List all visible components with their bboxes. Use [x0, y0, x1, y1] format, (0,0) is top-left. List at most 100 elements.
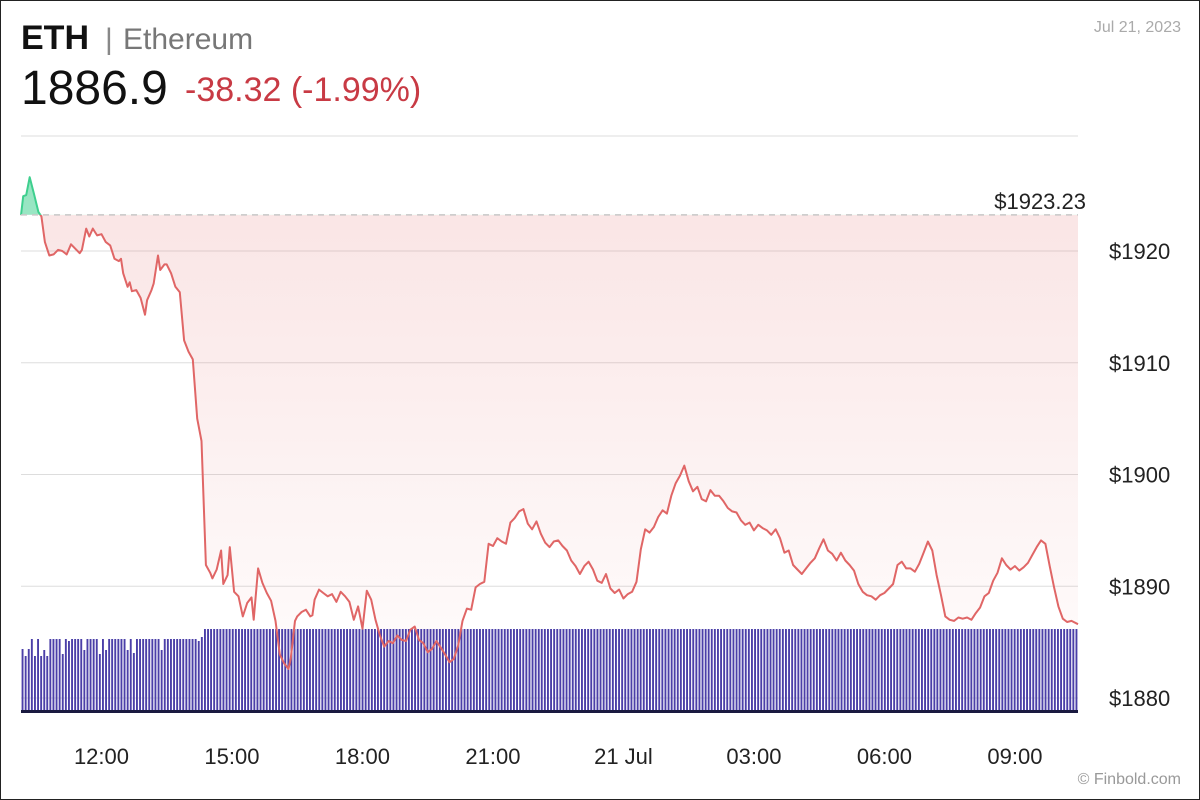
- y-tick-label: $1880: [1109, 686, 1170, 711]
- volume-bar: [432, 629, 435, 711]
- volume-bar: [615, 629, 617, 711]
- volume-bar: [485, 629, 488, 711]
- volume-bar: [522, 629, 525, 711]
- volume-bar: [717, 629, 719, 711]
- volume-bar: [1066, 629, 1069, 711]
- volume-bar: [238, 629, 240, 711]
- x-tick-label: 21 Jul: [594, 744, 653, 769]
- volume-bar: [559, 629, 562, 711]
- volume-bar: [602, 629, 605, 711]
- volume-bar: [834, 629, 837, 711]
- volume-bar: [970, 629, 973, 711]
- volume-bar: [630, 629, 633, 711]
- volume-bar: [825, 629, 828, 711]
- volume-bar: [917, 629, 920, 711]
- volume-baseline: [21, 710, 1078, 713]
- volume-bar: [933, 629, 936, 711]
- volume-bar: [241, 629, 243, 711]
- volume-bar: [210, 629, 212, 711]
- volume-bar: [330, 629, 333, 711]
- volume-bar: [800, 629, 803, 711]
- volume-bar: [170, 639, 172, 711]
- volume-bar: [846, 629, 849, 711]
- volume-bar: [948, 629, 951, 711]
- volume-bar: [1050, 629, 1053, 711]
- volume-bar: [914, 629, 917, 711]
- volume-bar: [145, 639, 148, 711]
- volume-bar: [695, 629, 698, 711]
- volume-bar: [732, 629, 735, 711]
- volume-bar: [108, 639, 111, 711]
- volume-bar: [896, 629, 899, 711]
- volume-bar: [995, 629, 998, 711]
- volume-bar: [692, 629, 695, 711]
- volume-bar: [562, 629, 565, 711]
- volume-bar: [194, 639, 197, 711]
- x-tick-label: 09:00: [987, 744, 1042, 769]
- volume-bar: [340, 629, 342, 711]
- volume-bar: [547, 629, 549, 711]
- volume-bar: [132, 653, 135, 711]
- volume-bar: [961, 629, 964, 711]
- volume-bar: [698, 629, 701, 711]
- volume-bar: [355, 629, 358, 711]
- volume-bar: [958, 629, 960, 711]
- header-separator: |: [105, 23, 113, 56]
- volume-bar: [967, 629, 970, 711]
- volume-bar: [574, 629, 577, 711]
- volume-bar: [707, 629, 710, 711]
- volume-bar: [642, 629, 645, 711]
- volume-bar: [309, 629, 311, 711]
- volume-bar: [268, 629, 271, 711]
- volume-bar: [80, 639, 83, 711]
- x-tick-label: 21:00: [465, 744, 520, 769]
- volume-bar: [1069, 629, 1072, 711]
- volume-bar: [454, 629, 457, 711]
- volume-bar: [979, 629, 982, 711]
- x-tick-label: 12:00: [74, 744, 129, 769]
- volume-bar: [899, 629, 902, 711]
- volume-bar: [998, 629, 1001, 711]
- volume-bar: [89, 639, 92, 711]
- volume-bar: [250, 629, 253, 711]
- volume-bar: [491, 629, 494, 711]
- volume-bar: [207, 629, 209, 711]
- volume-bar: [166, 639, 169, 711]
- volume-bar: [636, 629, 639, 711]
- volume-bar: [98, 654, 101, 711]
- volume-bar: [386, 629, 389, 711]
- volume-bar: [185, 639, 188, 711]
- volume-bar: [1013, 629, 1016, 711]
- volume-bar: [441, 629, 444, 711]
- volume-bar: [605, 629, 608, 711]
- volume-bar: [383, 629, 386, 711]
- volume-bar: [788, 629, 790, 711]
- volume-bar: [883, 629, 886, 711]
- volume-bar: [148, 639, 151, 711]
- volume-bar: [336, 629, 339, 711]
- volume-bar: [874, 629, 877, 711]
- volume-bar: [429, 629, 432, 711]
- volume-bar: [760, 629, 763, 711]
- volume-bar: [911, 629, 914, 711]
- volume-bar: [275, 629, 277, 711]
- x-tick-label: 15:00: [204, 744, 259, 769]
- volume-bar: [228, 629, 231, 711]
- volume-bar: [930, 629, 933, 711]
- volume-bar: [244, 629, 246, 711]
- volume-bar: [460, 629, 463, 711]
- source-watermark: © Finbold.com: [1077, 771, 1181, 788]
- volume-bar: [791, 629, 794, 711]
- volume-bar: [936, 629, 939, 711]
- volume-bar: [927, 629, 930, 711]
- volume-bar: [624, 629, 627, 711]
- volume-bar: [374, 629, 376, 711]
- volume-bar: [840, 629, 843, 711]
- volume-bar: [1044, 629, 1047, 711]
- volume-bar: [590, 629, 593, 711]
- volume-bar: [117, 639, 120, 711]
- volume-bar: [859, 629, 862, 711]
- volume-bar: [1029, 629, 1032, 711]
- volume-bar: [302, 629, 305, 711]
